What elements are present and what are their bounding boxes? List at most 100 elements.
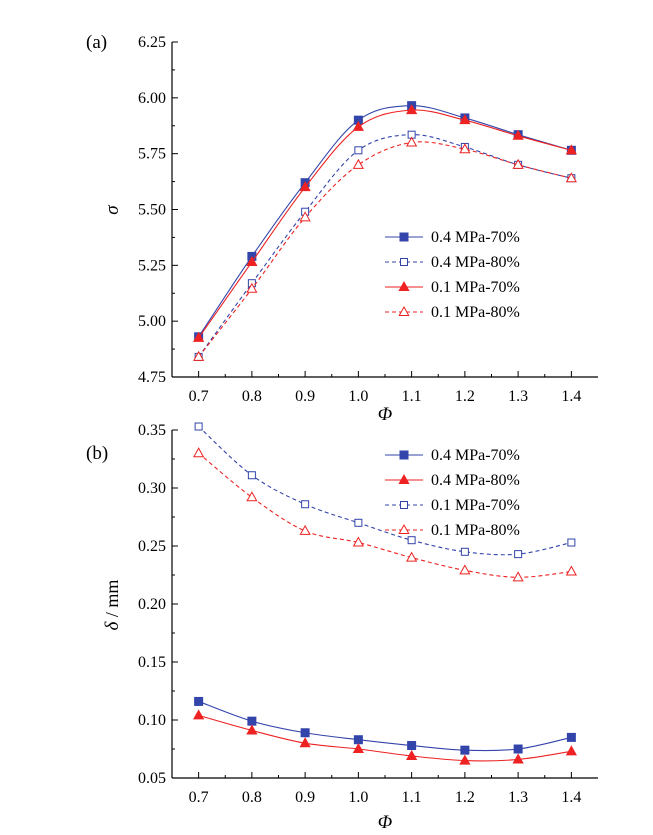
legend-label: 0.1 MPa-70% <box>431 497 520 514</box>
legend-label: 0.1 MPa-80% <box>431 304 520 321</box>
data-point <box>567 538 576 547</box>
x-tick-label: 1.0 <box>348 388 368 405</box>
legend-entry: 0.4 MPa-70% <box>385 447 520 464</box>
data-point <box>300 728 310 738</box>
y-tick-label: 4.75 <box>138 369 166 386</box>
panel-a: 0.7 0.8 0.9 1.0 1.1 1.2 1.3 1.4 4.75 5.00 5.25 5.50… <box>86 32 598 425</box>
legend-label: 0.1 MPa-80% <box>431 522 520 539</box>
data-point <box>460 745 470 755</box>
data-point <box>459 114 471 125</box>
data-point <box>194 696 204 706</box>
legend-marker <box>399 232 409 242</box>
legend-entry: 0.1 MPa-80% <box>385 522 520 539</box>
data-point <box>299 524 311 535</box>
data-point <box>354 518 363 527</box>
x-tick-label: 1.4 <box>561 789 581 806</box>
data-point <box>352 742 364 753</box>
x-axis-label: Φ <box>378 404 392 425</box>
x-tick-label: 0.7 <box>189 789 209 806</box>
data-point <box>352 158 364 169</box>
data-point <box>246 724 258 735</box>
x-tick-label: 0.9 <box>295 388 315 405</box>
data-point <box>193 709 205 720</box>
series-4 <box>193 447 577 582</box>
legend-label: 0.4 MPa-70% <box>431 447 520 464</box>
data-point <box>193 331 205 342</box>
data-point <box>512 753 524 764</box>
data-point <box>246 282 258 293</box>
panel-label: (a) <box>86 32 107 53</box>
data-point <box>353 735 363 745</box>
data-point <box>406 136 418 147</box>
data-point <box>407 741 417 751</box>
legend-marker <box>400 501 408 509</box>
y-tick-label: 5.50 <box>138 202 166 219</box>
y-tick-label: 0.10 <box>138 712 166 729</box>
data-point <box>459 143 471 154</box>
series-3 <box>193 104 577 342</box>
data-point <box>299 181 311 192</box>
y-tick-label: 5.75 <box>138 146 166 163</box>
data-point <box>193 447 205 458</box>
y-axis-label: σ <box>102 205 123 215</box>
data-point <box>407 536 416 545</box>
data-point <box>514 550 523 559</box>
data-point <box>247 716 257 726</box>
data-point <box>246 491 258 502</box>
legend-marker <box>398 523 410 534</box>
x-axis-label: Φ <box>378 812 392 833</box>
data-point <box>299 211 311 222</box>
x-tick-label: 0.8 <box>242 388 262 405</box>
data-point <box>406 104 418 115</box>
x-tick-label: 1.1 <box>402 388 422 405</box>
x-tick-label: 1.0 <box>348 789 368 806</box>
legend-label: 0.4 MPa-80% <box>431 254 520 271</box>
panel-b: 0.7 0.8 0.9 1.0 1.1 1.2 1.3 1.4 0.05 0.10 0.15 0.20… <box>86 422 598 833</box>
legend-marker <box>398 280 410 291</box>
data-point <box>459 564 471 575</box>
data-point <box>354 146 363 155</box>
series-line <box>198 105 572 338</box>
data-point <box>301 500 310 509</box>
series-line <box>198 134 572 358</box>
legend-marker <box>399 450 409 460</box>
legend-label: 0.4 MPa-70% <box>431 229 520 246</box>
x-tick-label: 1.1 <box>402 789 422 806</box>
data-point <box>246 255 258 266</box>
data-point <box>406 551 418 562</box>
data-point <box>512 129 524 140</box>
panel-label: (b) <box>86 443 108 464</box>
legend-entry: 0.1 MPa-70% <box>385 497 520 514</box>
x-tick-label: 1.4 <box>561 388 581 405</box>
legend-entry: 0.1 MPa-80% <box>385 304 520 321</box>
legend-entry: 0.4 MPa-80% <box>385 254 520 271</box>
x-tick-label: 1.3 <box>508 789 528 806</box>
y-tick-label: 0.30 <box>138 480 166 497</box>
data-point <box>565 144 577 155</box>
series-3 <box>194 422 576 559</box>
x-tick-label: 0.7 <box>189 388 209 405</box>
data-point <box>247 471 256 480</box>
y-tick-label: 0.15 <box>138 654 166 671</box>
data-point <box>566 732 576 742</box>
x-tick-label: 1.3 <box>508 388 528 405</box>
legend-label: 0.1 MPa-70% <box>431 279 520 296</box>
series-1 <box>194 696 576 755</box>
data-point <box>352 536 364 547</box>
y-tick-label: 0.25 <box>138 538 166 555</box>
y-tick-label: 5.00 <box>138 313 166 330</box>
y-tick-label: 6.25 <box>138 34 166 51</box>
data-point <box>512 158 524 169</box>
series-line <box>198 714 572 762</box>
data-point <box>459 754 471 765</box>
y-tick-label: 0.20 <box>138 596 166 613</box>
data-point <box>460 547 469 556</box>
x-tick-label: 1.2 <box>455 388 475 405</box>
legend-entry: 0.1 MPa-70% <box>385 279 520 296</box>
data-point <box>565 565 577 576</box>
series-line <box>198 700 572 752</box>
legend-entry: 0.4 MPa-70% <box>385 229 520 246</box>
legend-entry: 0.4 MPa-80% <box>385 472 520 489</box>
